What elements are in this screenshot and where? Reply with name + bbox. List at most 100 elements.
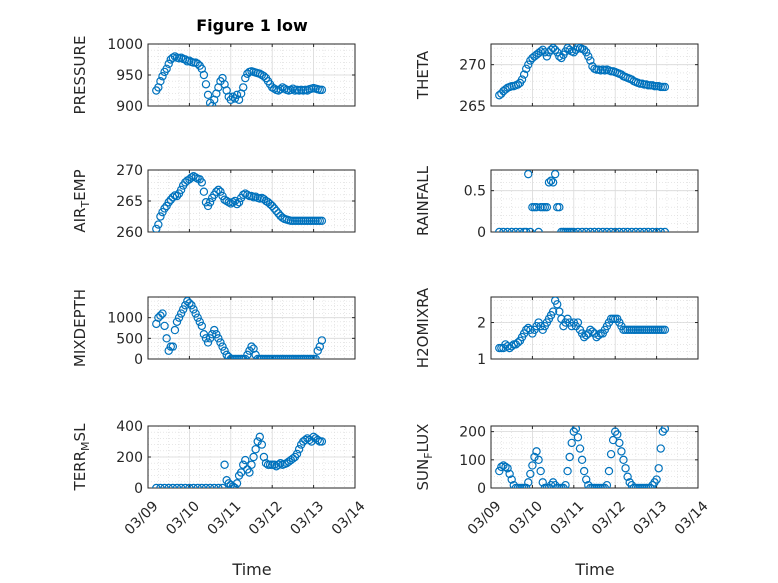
data-point — [181, 483, 190, 488]
data-point — [648, 227, 657, 232]
data-point — [571, 45, 581, 54]
data-point — [245, 468, 254, 477]
data-point — [623, 472, 632, 481]
data-point — [172, 483, 182, 488]
data-point — [201, 334, 211, 343]
data-point — [220, 346, 229, 355]
data-point — [582, 331, 591, 340]
data-point — [216, 338, 225, 347]
data-point — [162, 334, 171, 343]
data-point — [313, 346, 322, 355]
data-point — [594, 331, 603, 340]
data-point — [606, 449, 616, 459]
x-tick-label: 03/12 — [589, 498, 629, 538]
data-point — [191, 173, 200, 182]
data-point — [579, 466, 589, 476]
data-point — [154, 220, 163, 229]
data-point — [166, 195, 175, 204]
data-point — [521, 64, 531, 74]
data-point — [214, 483, 223, 488]
data-point — [519, 70, 529, 79]
data-point — [201, 483, 211, 488]
data-point — [245, 346, 254, 355]
data-point — [615, 438, 624, 448]
data-point — [563, 466, 572, 476]
figure-title: Figure 1 low — [196, 16, 308, 35]
data-point — [536, 466, 545, 476]
subplot-bottom-left: 03/09 03/10 03/11 03/12 03/13 03/14 0 200 400 TER… — [71, 419, 369, 538]
x-tick-label: 03/10 — [506, 498, 546, 538]
data-point — [507, 475, 516, 484]
y-axis-label: SUNFLUX — [414, 424, 435, 491]
data-point — [156, 76, 165, 86]
data-point — [156, 311, 165, 320]
data-point — [660, 227, 670, 232]
data-point — [160, 204, 169, 213]
data-point — [631, 227, 641, 232]
y-tick-label: 270 — [116, 163, 143, 179]
x-tick-label: 03/14 — [329, 498, 369, 538]
data-point — [276, 85, 285, 94]
data-point — [569, 227, 578, 232]
data-point — [199, 187, 209, 196]
data-point — [205, 198, 215, 207]
grid — [147, 425, 356, 489]
data-point — [313, 435, 322, 445]
data-point — [499, 461, 508, 470]
axes-box — [490, 296, 699, 360]
data-point — [627, 75, 636, 84]
data-point — [521, 483, 531, 488]
data-point — [255, 432, 264, 442]
data-point — [216, 187, 225, 196]
data-point — [212, 187, 221, 196]
data-point — [598, 227, 607, 232]
x-tick-label: 03/11 — [548, 498, 588, 538]
data-point — [617, 447, 626, 456]
data-point — [590, 227, 599, 232]
data-point — [652, 227, 661, 232]
data-point — [197, 178, 207, 187]
y-axis-label: PRESSURE — [71, 36, 89, 115]
data-point — [532, 202, 541, 212]
data-point — [571, 426, 581, 434]
y-axis-label: THETA — [414, 50, 432, 100]
data-point — [526, 227, 535, 232]
data-point — [218, 342, 227, 351]
data-point — [274, 209, 283, 218]
data-point — [517, 75, 527, 84]
data-point — [210, 483, 219, 488]
data-point — [220, 460, 229, 469]
data-point — [249, 452, 258, 462]
data-point — [156, 212, 165, 221]
data-point — [524, 170, 533, 179]
data-point — [292, 449, 302, 459]
data-point — [548, 307, 558, 316]
data-point — [654, 464, 663, 473]
data-point — [577, 455, 587, 465]
data-point — [222, 196, 231, 206]
data-point — [532, 447, 541, 456]
y-axis-label: MIXDEPTH — [71, 289, 89, 367]
subplot-middle-left: 260 265 270 AIRTEMP — [71, 163, 356, 241]
grid — [147, 169, 356, 233]
grid — [490, 44, 699, 107]
data-point — [162, 64, 171, 74]
data-point — [530, 452, 539, 462]
y-tick-label: 0 — [477, 481, 486, 497]
data-point — [317, 85, 327, 95]
data-point — [511, 227, 521, 232]
data-point — [582, 48, 591, 57]
y-tick-label: 0.5 — [464, 184, 486, 200]
data-point — [205, 334, 215, 343]
data-point — [586, 227, 595, 232]
data-point — [501, 85, 510, 94]
y-axis-label: H2OMIXRA — [414, 287, 432, 368]
y-tick-label: 0 — [477, 225, 486, 241]
data-point — [507, 342, 516, 351]
data-point — [176, 53, 186, 62]
data-point — [152, 483, 161, 488]
data-point — [212, 330, 221, 339]
data-point — [228, 198, 238, 207]
data-point — [573, 318, 583, 327]
data-point — [214, 334, 223, 343]
